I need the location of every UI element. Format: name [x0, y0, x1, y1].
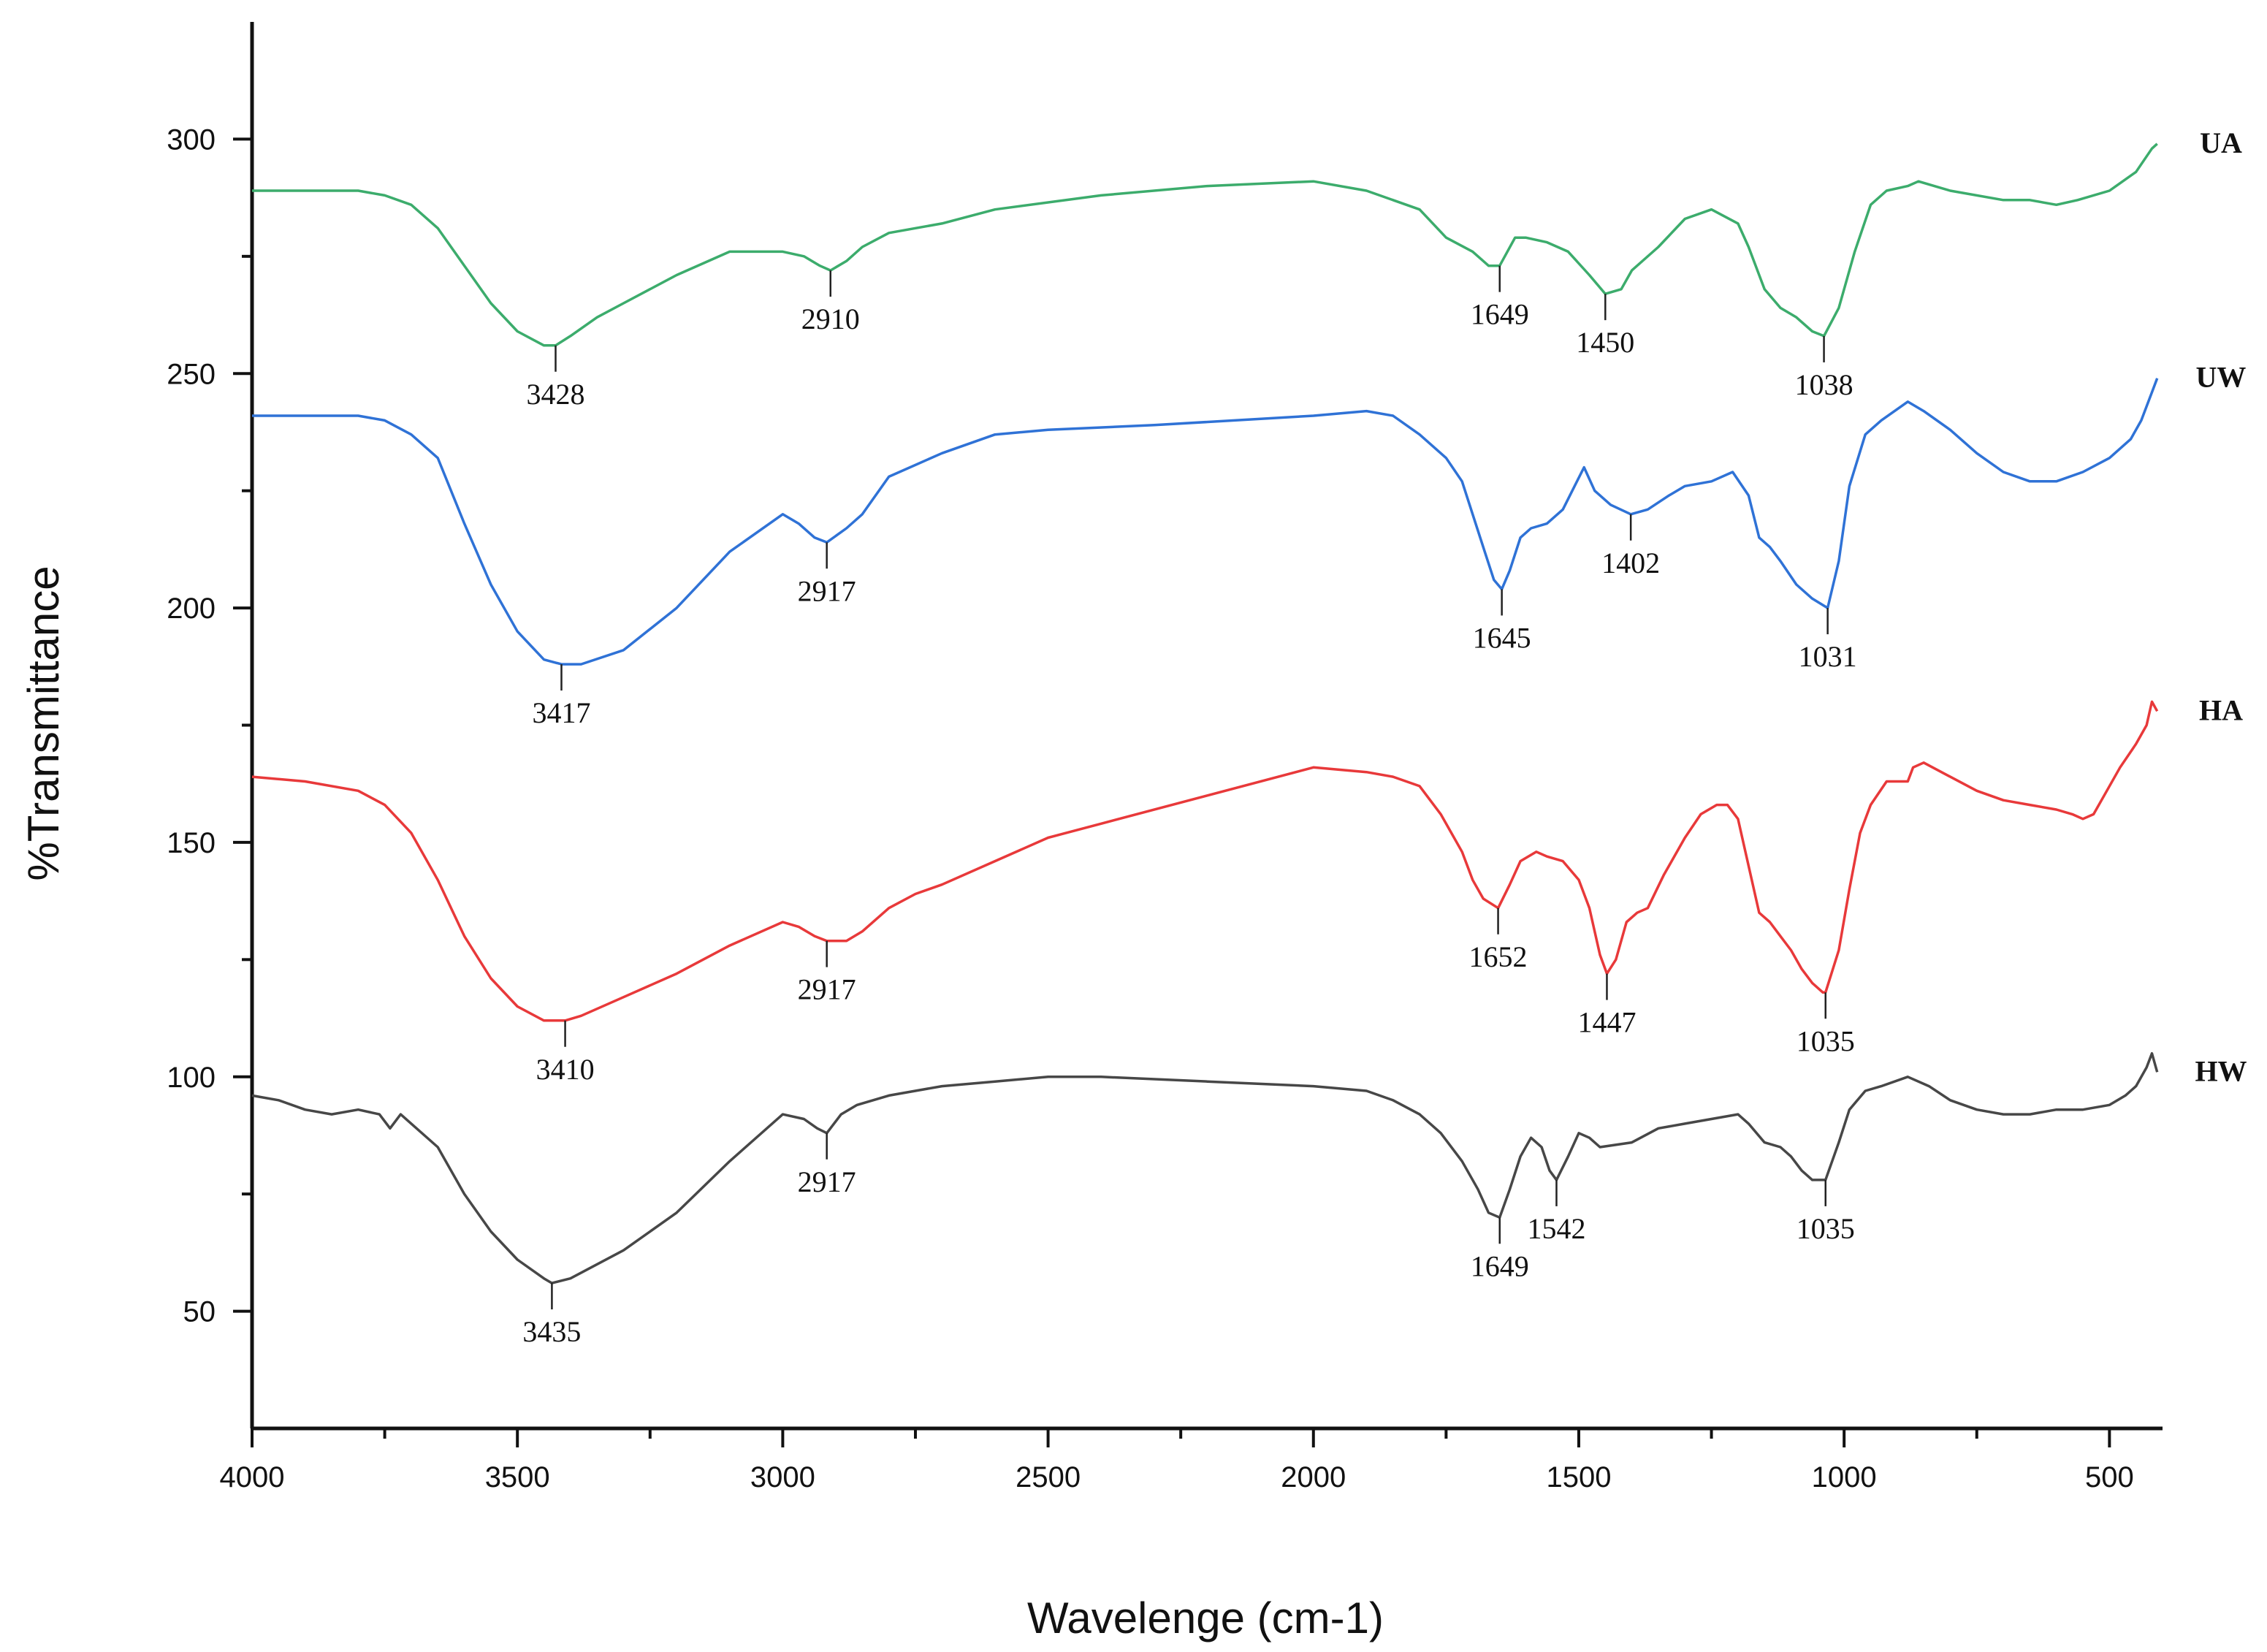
x-tick-label: 4000 — [220, 1461, 285, 1493]
x-tick-label: 2500 — [1016, 1461, 1081, 1493]
x-tick-label: 1000 — [1812, 1461, 1877, 1493]
peak-label: 3417 — [532, 696, 590, 729]
peak-label: 1652 — [1469, 940, 1528, 973]
peak-label: 1035 — [1797, 1024, 1855, 1057]
peak-label: 3428 — [526, 378, 584, 411]
series-label-ua: UA — [2200, 126, 2242, 159]
peak-label: 1450 — [1576, 326, 1634, 359]
peak-label: 2917 — [798, 1165, 856, 1198]
series-label-ha: HA — [2199, 693, 2243, 726]
x-tick-label: 3500 — [485, 1461, 550, 1493]
plot-area: 4000 3500 3000 2500 2000 1500 1000 500 50 100 150 2… — [167, 22, 2247, 1493]
peak-label: 2917 — [798, 973, 856, 1006]
peak-label: 1649 — [1471, 1249, 1529, 1282]
peak-label: 1649 — [1471, 298, 1529, 331]
peak-label: 1542 — [1527, 1212, 1585, 1245]
series-label-hw: HW — [2195, 1054, 2247, 1087]
series-line-ha — [251, 700, 2159, 1022]
x-tick-label: 2000 — [1281, 1461, 1346, 1493]
y-tick-label: 250 — [167, 358, 216, 390]
peak-label: 1645 — [1473, 621, 1531, 654]
peak-label: 2917 — [798, 574, 856, 607]
y-tick-label: 150 — [167, 827, 216, 859]
y-tick-label: 200 — [167, 593, 216, 625]
peak-label: 1402 — [1601, 547, 1660, 579]
peak-label: 1447 — [1577, 1006, 1636, 1039]
y-tick-label: 100 — [167, 1062, 216, 1094]
y-tick-label: 300 — [167, 123, 216, 156]
peak-label: 3410 — [536, 1053, 595, 1086]
series-label-uw: UW — [2196, 361, 2247, 394]
peak-label: 2910 — [801, 302, 860, 335]
peak-label: 1038 — [1795, 368, 1853, 401]
peak-label: 3435 — [522, 1315, 581, 1348]
x-tick-label: 500 — [2085, 1461, 2134, 1493]
series-line-uw — [252, 378, 2159, 666]
series-line-hw — [251, 1051, 2159, 1284]
peak-label: 1035 — [1797, 1212, 1855, 1245]
peak-label: 1031 — [1799, 640, 1857, 673]
x-tick-label: 3000 — [750, 1461, 815, 1493]
y-tick-label: 50 — [183, 1296, 216, 1328]
series-line-ua — [252, 142, 2158, 347]
x-axis-title: Wavelenge (cm-1) — [1027, 1594, 1384, 1643]
x-tick-label: 1500 — [1546, 1461, 1611, 1493]
y-axis-title: %Transmittance — [19, 566, 68, 880]
